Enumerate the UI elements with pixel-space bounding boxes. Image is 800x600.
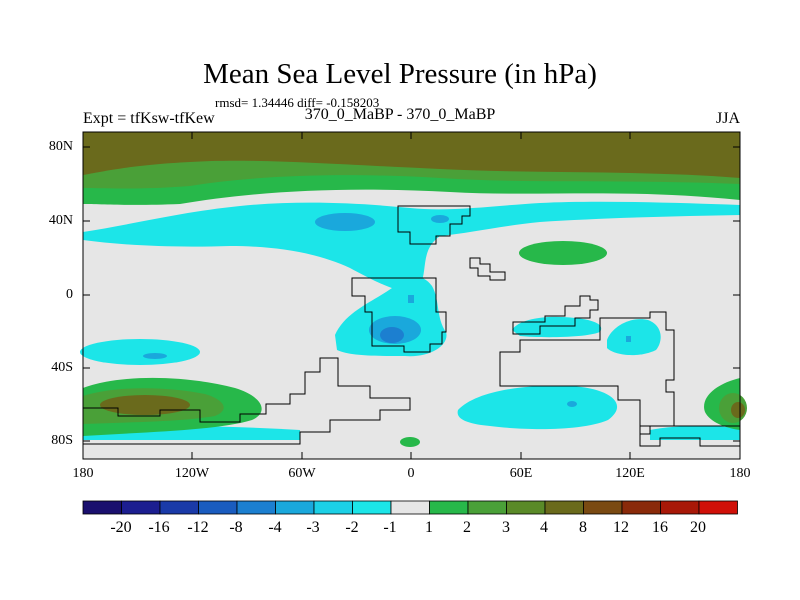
- north-low-core-2: [431, 215, 449, 223]
- south-small-high: [400, 437, 420, 447]
- lat-tick-80n: 80N: [48, 139, 73, 154]
- colorbar-swatch: [506, 500, 546, 515]
- indian-low-2-core: [626, 336, 631, 342]
- north-low-core: [315, 213, 375, 231]
- colorbar-label: -12: [187, 519, 209, 536]
- colorbar-label: 4: [540, 519, 548, 536]
- north-low-band: [83, 201, 740, 292]
- colorbar: [82, 500, 738, 515]
- coastlines: [82, 205, 741, 447]
- lon-tick-180e: 180: [729, 466, 751, 481]
- experiment-label: Expt = tfKsw-tfKew: [83, 110, 215, 127]
- south-pacific-low-core: [143, 353, 167, 359]
- colorbar-label: -8: [229, 519, 243, 536]
- north-high: [519, 241, 607, 265]
- colorbar-label: -4: [268, 519, 282, 536]
- season-label: JJA: [715, 110, 740, 127]
- colorbar-swatch: [275, 500, 315, 515]
- colorbar-swatch: [621, 500, 661, 515]
- colorbar-swatch: [698, 500, 738, 515]
- colorbar-swatch: [429, 500, 469, 515]
- colorbar-label: 2: [463, 519, 471, 536]
- run-label: 370_0_MaBP - 370_0_MaBP: [304, 106, 496, 123]
- central-low-core: [380, 327, 404, 343]
- colorbar-label: 8: [579, 519, 587, 536]
- south-pacific-low: [80, 339, 200, 365]
- southern-low-1: [457, 385, 618, 430]
- south-east-high-core: [731, 402, 745, 418]
- colorbar-label: -20: [110, 519, 132, 536]
- southern-low-3: [650, 426, 740, 440]
- lon-tick-0: 0: [407, 466, 415, 481]
- lon-tick-180w: 180: [72, 466, 94, 481]
- lon-tick-60e: 60E: [509, 466, 533, 481]
- colorbar-swatch: [352, 500, 392, 515]
- colorbar-label: 20: [690, 519, 706, 536]
- eastern-arm-outline: [512, 295, 599, 335]
- colorbar-swatch: [660, 500, 700, 515]
- colorbar-label: 1: [425, 519, 433, 536]
- northern-continent-outline: [397, 205, 471, 245]
- colorbar-swatch: [544, 500, 584, 515]
- colorbar-swatch: [198, 500, 238, 515]
- colorbar-label: -16: [148, 519, 170, 536]
- lat-tick-0: 0: [66, 287, 73, 302]
- plot-title: Mean Sea Level Pressure (in hPa): [203, 58, 597, 90]
- southern-low-1-core: [567, 401, 577, 407]
- colorbar-label: -1: [383, 519, 397, 536]
- lat-tick-40s: 40S: [51, 360, 73, 375]
- colorbar-label: -2: [345, 519, 359, 536]
- southern-continent-outline: [82, 357, 411, 445]
- north-band-4: [83, 132, 740, 178]
- lat-tick-80s: 80S: [51, 433, 73, 448]
- colorbar-label: -3: [306, 519, 320, 536]
- south-west-high-core: [100, 395, 190, 415]
- colorbar-swatch: [390, 500, 430, 515]
- lon-tick-120w: 120W: [174, 466, 210, 481]
- colorbar-swatch: [313, 500, 353, 515]
- stats-label: rmsd= 1.34446 diff= -0.158203: [215, 95, 380, 110]
- island-outline: [469, 257, 506, 281]
- lat-tick-40n: 40N: [48, 213, 73, 228]
- lon-tick-120e: 120E: [615, 466, 645, 481]
- axis-ticks: [83, 132, 740, 459]
- colorbar-swatch: [121, 500, 161, 515]
- colorbar-label: 3: [502, 519, 510, 536]
- colorbar-swatch: [583, 500, 623, 515]
- colorbar-label: 16: [652, 519, 668, 536]
- lon-tick-60w: 60W: [288, 466, 316, 481]
- central-continent-outline: [351, 277, 447, 353]
- colorbar-label: 12: [613, 519, 629, 536]
- central-low-spot: [408, 295, 414, 303]
- colorbar-swatch: [236, 500, 276, 515]
- colorbar-swatch: [159, 500, 199, 515]
- colorbar-swatch: [82, 500, 122, 515]
- indian-low-2: [607, 319, 661, 356]
- colorbar-swatch: [467, 500, 507, 515]
